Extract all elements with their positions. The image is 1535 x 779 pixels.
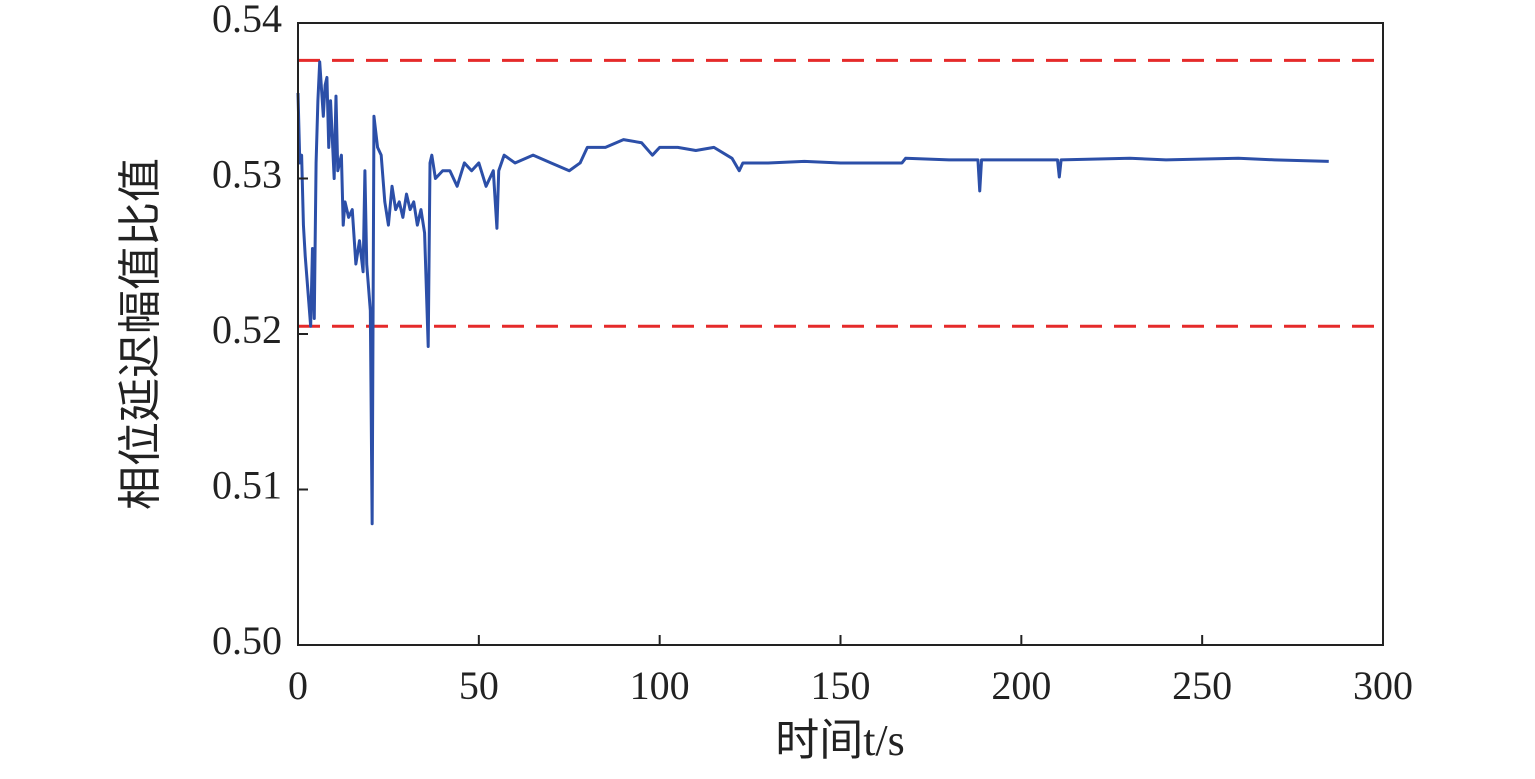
y-tick-label: 0.54 bbox=[212, 0, 282, 41]
y-axis-label: 相位延迟幅值比值 bbox=[116, 158, 165, 510]
x-tick-label: 100 bbox=[630, 663, 690, 708]
x-tick-label: 0 bbox=[288, 663, 308, 708]
data-line bbox=[296, 60, 1329, 526]
x-tick-label: 250 bbox=[1172, 663, 1232, 708]
y-tick-label: 0.51 bbox=[212, 463, 282, 508]
x-tick-label: 300 bbox=[1353, 663, 1413, 708]
y-tick-label: 0.50 bbox=[212, 618, 282, 663]
plot-frame bbox=[297, 22, 1384, 646]
y-tick-label: 0.53 bbox=[212, 152, 282, 197]
y-tick-label: 0.52 bbox=[212, 307, 282, 352]
x-tick-label: 150 bbox=[811, 663, 871, 708]
x-tick-label: 50 bbox=[459, 663, 499, 708]
x-tick-label: 200 bbox=[991, 663, 1051, 708]
x-axis-label: 时间t/s bbox=[775, 716, 905, 765]
